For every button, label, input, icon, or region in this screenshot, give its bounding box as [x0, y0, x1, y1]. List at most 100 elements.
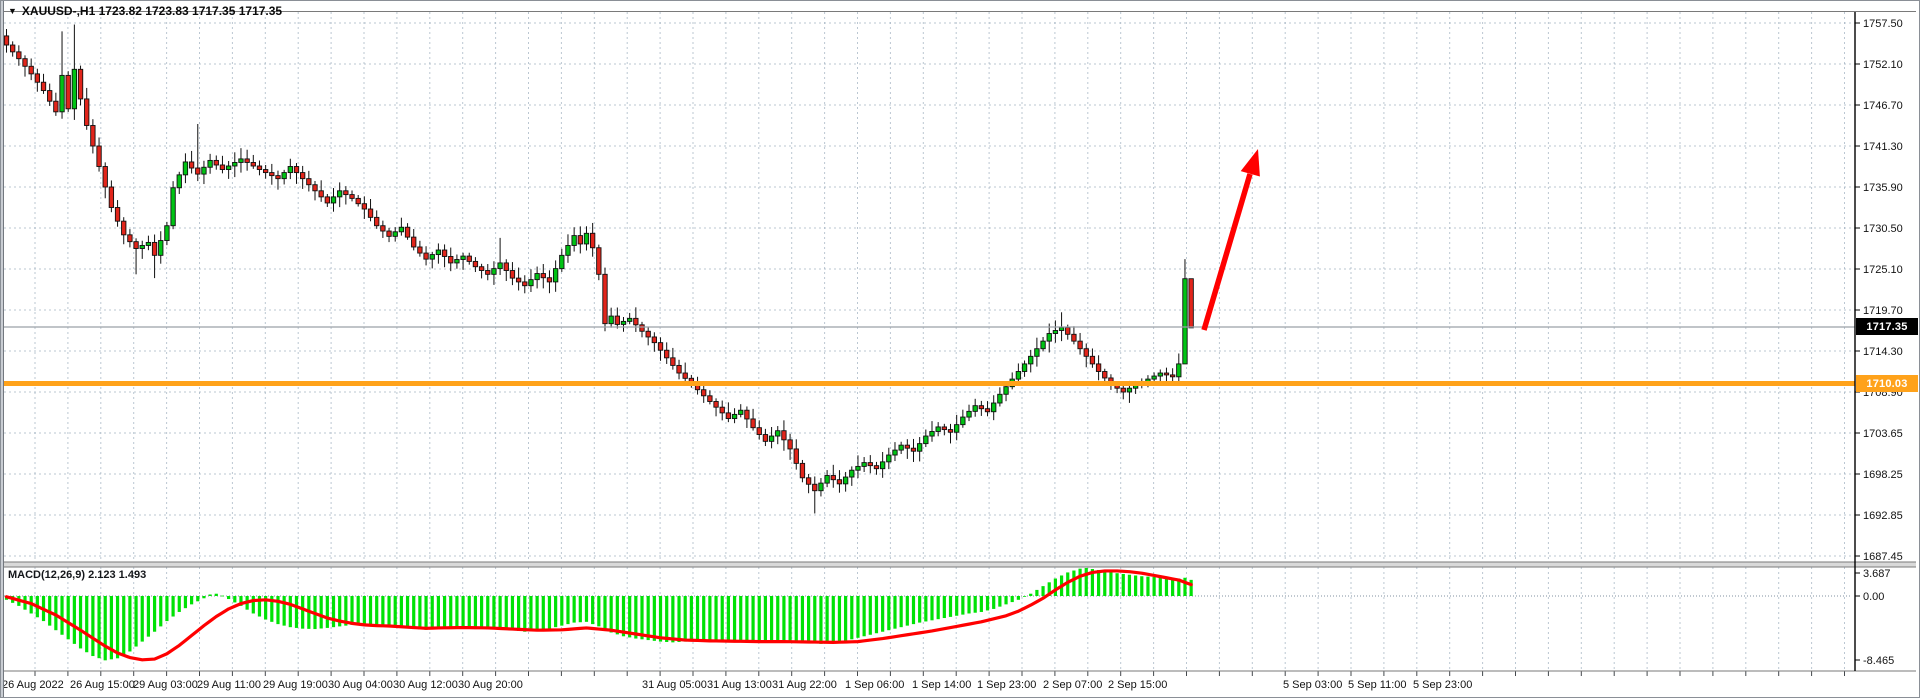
candle-bear[interactable]	[28, 65, 34, 75]
candle-bull[interactable]	[1126, 387, 1133, 393]
candle-bull[interactable]	[583, 232, 590, 245]
candle-bear[interactable]	[515, 277, 522, 283]
candle-bull[interactable]	[1176, 363, 1182, 378]
candle-bear[interactable]	[411, 236, 417, 248]
candle-bull[interactable]	[861, 462, 867, 467]
candle-bear[interactable]	[219, 164, 226, 170]
candle-bear[interactable]	[114, 207, 121, 222]
candle-bear[interactable]	[269, 172, 275, 177]
candle-bull[interactable]	[460, 255, 466, 260]
candle-bear[interactable]	[787, 439, 793, 450]
candle-bear[interactable]	[16, 51, 22, 60]
candle-bear[interactable]	[682, 372, 688, 379]
candle-bull[interactable]	[337, 190, 343, 198]
candle-bull[interactable]	[929, 431, 935, 437]
candle-bull[interactable]	[627, 317, 633, 322]
candle-bull[interactable]	[824, 475, 830, 484]
candle-bear[interactable]	[380, 225, 386, 232]
candle-bear[interactable]	[873, 465, 880, 470]
candle-bear[interactable]	[22, 58, 28, 67]
candle-bear[interactable]	[355, 197, 361, 205]
candle-bull[interactable]	[207, 159, 213, 168]
candle-bull[interactable]	[164, 225, 170, 241]
candle-bull[interactable]	[145, 241, 152, 246]
candle-bull[interactable]	[281, 172, 287, 180]
candle-bull[interactable]	[182, 161, 189, 176]
candle-bear[interactable]	[614, 315, 620, 325]
candle-bear[interactable]	[1065, 327, 1071, 335]
candle-bear[interactable]	[701, 389, 707, 397]
candle-bear[interactable]	[448, 256, 454, 264]
candle-bear[interactable]	[639, 324, 645, 332]
candle-bull[interactable]	[620, 320, 627, 325]
candle-bear[interactable]	[812, 483, 818, 492]
candle-bull[interactable]	[170, 187, 176, 227]
candle-bear[interactable]	[664, 349, 670, 359]
candle-bull[interactable]	[886, 454, 892, 463]
candle-bear[interactable]	[1102, 371, 1108, 379]
candle-bull[interactable]	[139, 245, 145, 249]
candle-bull[interactable]	[71, 68, 78, 110]
candle-bear[interactable]	[34, 73, 41, 83]
candle-bear[interactable]	[441, 249, 448, 257]
candle-bear[interactable]	[676, 364, 682, 374]
candle-bull[interactable]	[559, 254, 565, 270]
candle-bull[interactable]	[454, 259, 460, 264]
candle-bear[interactable]	[312, 184, 318, 192]
candle-bear[interactable]	[947, 429, 954, 433]
candle-bull[interactable]	[565, 245, 571, 256]
candle-bear[interactable]	[90, 125, 96, 147]
candle-bull[interactable]	[972, 405, 978, 412]
symbol-dropdown-icon[interactable]: ▼	[8, 6, 17, 16]
candle-bear[interactable]	[910, 447, 917, 452]
candle-bull[interactable]	[731, 413, 738, 420]
candle-bull[interactable]	[1058, 327, 1065, 331]
candle-bull[interactable]	[287, 166, 293, 174]
candle-bear[interactable]	[830, 475, 836, 481]
candle-bear[interactable]	[793, 448, 799, 464]
candle-bear[interactable]	[762, 434, 769, 442]
candle-bear[interactable]	[306, 178, 312, 186]
candle-bear[interactable]	[244, 158, 250, 163]
candle-bull[interactable]	[232, 162, 238, 167]
candle-bull[interactable]	[158, 240, 164, 256]
candle-bear[interactable]	[805, 477, 812, 485]
macd-indicator-layer[interactable]	[4, 567, 1855, 662]
candle-bear[interactable]	[984, 408, 991, 413]
candle-bull[interactable]	[491, 268, 497, 275]
candle-bear[interactable]	[744, 409, 750, 420]
candle-bear[interactable]	[725, 412, 732, 420]
candle-bull[interactable]	[1052, 330, 1059, 334]
candle-bull[interactable]	[1182, 278, 1188, 365]
candle-bear[interactable]	[546, 277, 553, 283]
candle-bear[interactable]	[633, 317, 639, 326]
candle-bull[interactable]	[892, 449, 898, 456]
candle-bull[interactable]	[238, 158, 244, 163]
candle-bear[interactable]	[836, 479, 843, 485]
candle-bear[interactable]	[590, 232, 596, 249]
candle-bear[interactable]	[367, 208, 374, 218]
candle-bear[interactable]	[102, 166, 108, 188]
candle-bear[interactable]	[77, 68, 84, 100]
candle-bull[interactable]	[960, 416, 966, 426]
candle-bull[interactable]	[997, 393, 1003, 404]
candle-bull[interactable]	[201, 166, 207, 175]
candle-bear[interactable]	[904, 444, 910, 449]
candle-bear[interactable]	[318, 190, 324, 198]
candle-bear[interactable]	[1169, 374, 1176, 378]
candle-bear[interactable]	[756, 427, 762, 435]
candle-bull[interactable]	[1015, 371, 1022, 380]
candle-bull[interactable]	[991, 402, 997, 413]
candle-bull[interactable]	[1034, 348, 1040, 357]
candle-bull[interactable]	[1040, 340, 1046, 350]
candle-bear[interactable]	[262, 169, 269, 174]
candle-bear[interactable]	[799, 462, 806, 479]
candle-bear[interactable]	[10, 44, 16, 53]
candle-bull[interactable]	[528, 279, 534, 287]
candle-bear[interactable]	[349, 194, 355, 199]
axis-layer[interactable]: 1757.50 1752.10 1746.70 1741.30 1735.90 1730.…	[2, 18, 1903, 691]
candle-bull[interactable]	[1151, 375, 1157, 380]
candle-bear[interactable]	[53, 100, 59, 113]
candle-bear[interactable]	[1188, 278, 1194, 329]
candle-bull[interactable]	[1003, 386, 1009, 395]
